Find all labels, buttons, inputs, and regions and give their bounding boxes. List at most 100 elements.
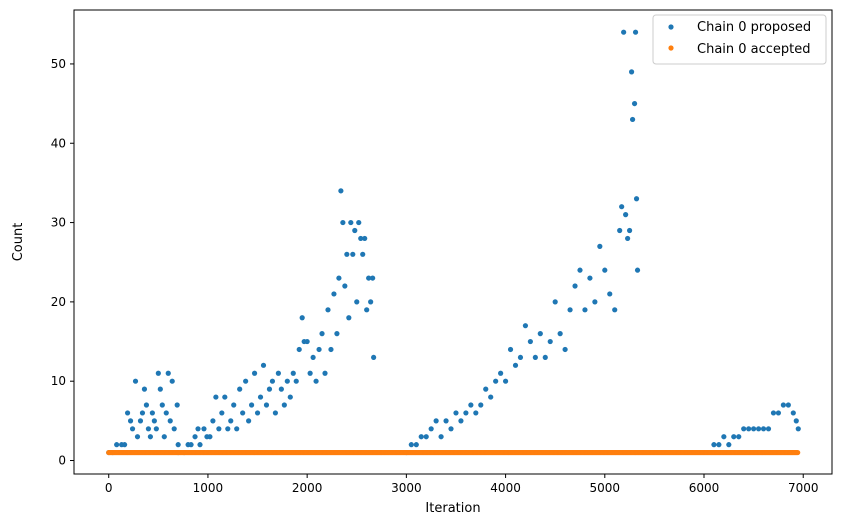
legend-marker-proposed [668,24,674,30]
proposed-point [547,338,553,345]
y-tick-label: 30 [51,216,66,230]
proposed-point [231,402,237,408]
proposed-point [751,426,757,432]
proposed-point [795,426,801,432]
proposed-point [225,426,231,432]
proposed-point [364,307,370,313]
proposed-point [275,370,281,376]
proposed-point [161,434,167,440]
proposed-point [592,299,598,305]
y-tick-label: 10 [51,374,66,388]
proposed-point [127,418,134,424]
plot-frame [73,9,833,475]
proposed-point [290,370,296,376]
proposed-point [736,434,742,440]
proposed-point [634,267,641,273]
proposed-point [137,418,144,424]
proposed-point [346,315,352,321]
proposed-point [234,426,240,432]
proposed-point [197,442,203,448]
proposed-point [468,402,474,408]
proposed-point [746,426,752,432]
proposed-point [741,426,747,432]
proposed-point [307,370,313,376]
proposed-point [785,402,791,408]
proposed-point [358,235,364,242]
proposed-point [352,227,358,234]
proposed-point [174,402,180,408]
proposed-point [731,434,737,440]
proposed-point [438,434,444,440]
proposed-point [222,394,228,400]
proposed-point [512,362,519,368]
y-tick-label: 0 [58,454,66,468]
proposed-point [243,378,249,384]
proposed-point [537,331,543,337]
proposed-point [121,442,128,448]
proposed-point [254,410,261,416]
x-tick-label: 6000 [689,481,720,495]
proposed-point [607,291,613,297]
proposed-point [139,410,146,416]
proposed-point [356,219,362,226]
proposed-point [370,275,376,281]
proposed-point [362,235,368,242]
proposed-point [448,426,454,432]
proposed-point [147,434,153,440]
proposed-point [296,346,302,353]
proposed-point [257,394,264,400]
proposed-point [368,299,374,305]
proposed-point [493,378,499,384]
x-tick-label: 0 [105,481,113,495]
proposed-point [293,378,299,384]
proposed-point [354,299,360,305]
proposed-point [780,402,786,408]
x-axis: 0 1000 2000 3000 4000 5000 6000 7000 [105,474,819,495]
proposed-point [625,235,631,242]
x-tick-label: 5000 [590,481,621,495]
proposed-point [633,196,640,202]
proposed-point [114,442,120,448]
legend-label-proposed: Chain 0 proposed [697,20,811,35]
proposed-point [463,410,469,416]
proposed-point [790,410,796,416]
legend: Chain 0 proposed Chain 0 accepted [652,14,827,65]
proposed-point [338,188,344,194]
proposed-point [165,370,171,376]
proposed-point [775,410,782,416]
proposed-point [371,354,377,361]
y-tick-label: 50 [51,57,66,71]
proposed-point [517,354,524,361]
accepted-point [795,449,801,456]
x-tick-label: 7000 [788,481,819,495]
proposed-point [423,434,429,440]
proposed-point [629,116,636,123]
proposed-point [281,402,287,408]
proposed-point [418,434,424,440]
proposed-point [134,434,141,440]
proposed-point [132,378,139,384]
proposed-point [228,418,234,424]
proposed-point [195,426,201,432]
proposed-point [366,275,372,281]
proposed-point [169,378,175,384]
proposed-point [572,283,578,289]
x-tick-label: 3000 [391,481,422,495]
proposed-point [621,29,627,35]
proposed-point [498,370,504,376]
proposed-point [711,442,717,448]
proposed-point [246,418,252,424]
proposed-point [145,426,152,432]
proposed-point [278,386,284,392]
proposed-point [141,386,148,392]
proposed-point [316,346,322,353]
x-tick-label: 1000 [193,481,224,495]
proposed-point [612,307,618,313]
proposed-point [171,426,177,432]
proposed-point [755,426,762,432]
accepted-series [106,449,801,456]
y-tick-label: 40 [51,136,66,150]
proposed-point [143,402,150,408]
proposed-point [260,362,267,368]
y-axis: 0 10 20 30 40 50 [51,57,74,468]
